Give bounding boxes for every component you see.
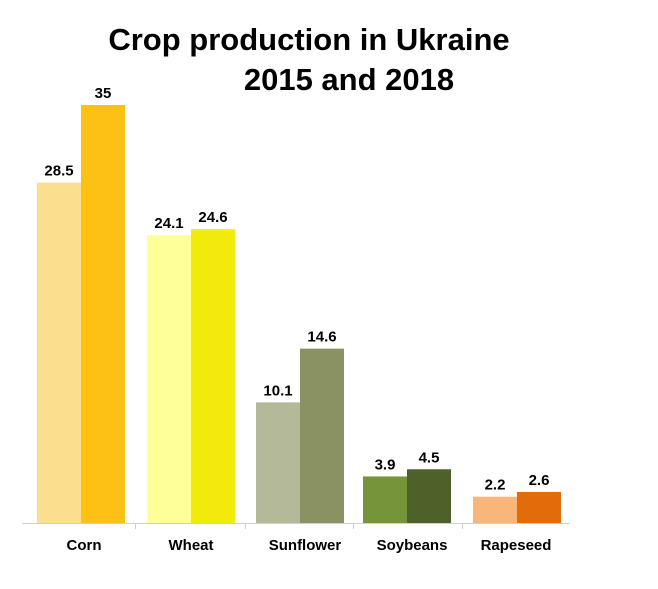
category-label-sunflower: Sunflower: [269, 537, 342, 554]
category-label-soybeans: Soybeans: [377, 537, 448, 554]
bar-rapeseed-1: [473, 496, 517, 523]
bar-corn-1: [37, 182, 81, 523]
bar-soybeans-1: [363, 476, 407, 523]
data-label: 35: [95, 85, 112, 102]
category-label-rapeseed: Rapeseed: [481, 537, 552, 554]
data-label: 10.1: [263, 382, 292, 399]
data-label: 3.9: [375, 456, 396, 473]
chart-title-line2: 2015 and 2018: [243, 62, 455, 97]
category-label-corn: Corn: [67, 537, 102, 554]
data-label: 24.1: [154, 215, 183, 232]
bar-wheat-2: [191, 229, 235, 523]
data-label: 28.5: [44, 163, 73, 180]
bar-rapeseed-2: [517, 491, 561, 523]
bar-wheat-1: [147, 235, 191, 524]
data-label: 14.6: [307, 329, 336, 346]
chart-title-line1: Crop production in Ukraine: [108, 22, 510, 57]
data-label: 2.2: [485, 477, 506, 494]
bar-soybeans-2: [407, 469, 451, 523]
bar-corn-2: [81, 105, 125, 523]
data-label: 24.6: [198, 209, 227, 226]
category-label-wheat: Wheat: [169, 537, 214, 554]
data-label: 2.6: [529, 472, 550, 489]
bar-sunflower-2: [300, 348, 344, 523]
data-label: 4.5: [419, 449, 440, 466]
bar-sunflower-1: [256, 402, 300, 523]
